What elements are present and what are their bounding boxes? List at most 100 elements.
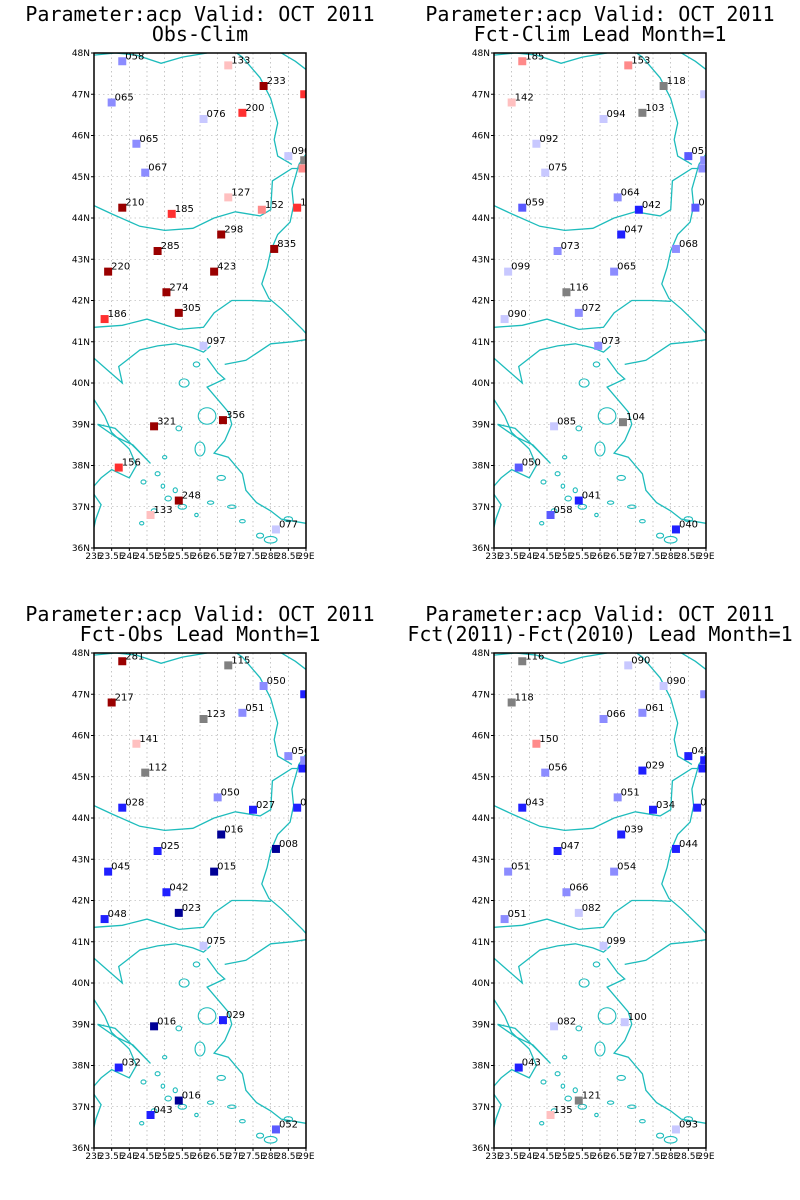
- lat-tick-label: 42N: [72, 297, 90, 307]
- station-value: 150: [539, 734, 558, 745]
- station-value: 133: [231, 55, 250, 66]
- station-marker: [199, 941, 208, 950]
- station-marker: [638, 108, 647, 117]
- lat-tick-label: 48N: [472, 49, 490, 59]
- lat-tick-label: 48N: [72, 49, 90, 59]
- station-marker: [107, 98, 116, 107]
- station-value: 141: [139, 734, 158, 745]
- station-value: 127: [231, 187, 250, 198]
- station-value: 016: [157, 1016, 176, 1027]
- island-outline: [539, 1121, 545, 1126]
- island-outline: [161, 455, 168, 460]
- island-outline: [639, 1118, 646, 1124]
- lat-tick-label: 44N: [72, 814, 90, 824]
- station-marker: [118, 203, 127, 212]
- panel-title: Parameter:acp Valid: OCT 2011: [425, 602, 775, 626]
- coastline: [680, 53, 706, 71]
- station-marker: [150, 1022, 159, 1031]
- station-marker: [553, 247, 562, 255]
- island-outline: [194, 1112, 199, 1118]
- coastline: [94, 653, 208, 664]
- island-outline: [564, 495, 572, 502]
- station-value: 040: [679, 519, 698, 530]
- lat-tick-label: 36N: [472, 544, 490, 554]
- coastline: [606, 357, 706, 524]
- island-outline: [592, 961, 601, 968]
- station-value: 097: [207, 336, 226, 347]
- island-outline: [239, 518, 246, 524]
- station-marker: [162, 888, 171, 897]
- lon-tick-label: 28.5E: [275, 552, 301, 562]
- map-plot: 185 1531180811421030940920510560620750640…: [472, 49, 726, 562]
- station-value: 065: [617, 262, 636, 273]
- station-value: 068: [679, 239, 698, 250]
- lon-tick-label: 23.5E: [499, 1152, 525, 1162]
- station-marker: [599, 115, 608, 123]
- island-outline: [561, 1055, 568, 1060]
- lat-tick-label: 37N: [472, 503, 490, 513]
- station-marker: [153, 847, 162, 855]
- station-value: 423: [217, 262, 236, 273]
- island-outline: [683, 1116, 694, 1123]
- island-outline: [554, 471, 561, 477]
- coastline: [94, 999, 138, 1087]
- station-value: 029: [226, 1010, 245, 1021]
- station-marker: [541, 768, 550, 777]
- lon-tick-label: 23E: [485, 1152, 502, 1162]
- station-value: 081: [707, 84, 726, 95]
- station-value: 112: [148, 763, 167, 774]
- lon-tick-label: 24E: [521, 552, 538, 562]
- lat-tick-label: 42N: [72, 897, 90, 907]
- coastline: [210, 53, 293, 165]
- station-marker: [518, 57, 527, 66]
- station-marker: [562, 888, 571, 897]
- station-value: 210: [125, 198, 144, 209]
- station-value: 044: [679, 839, 698, 850]
- station-value: 027: [256, 800, 275, 811]
- lat-tick-label: 46N: [72, 132, 90, 142]
- station-value: 058: [554, 505, 573, 516]
- coastline: [610, 653, 693, 765]
- lat-tick-label: 41N: [472, 338, 490, 348]
- lon-tick-label: 29E: [697, 552, 714, 562]
- station-value: 072: [707, 684, 726, 695]
- station-value: 054: [617, 862, 636, 873]
- station-marker: [249, 805, 257, 814]
- station-value: 055: [698, 198, 717, 209]
- station-marker: [259, 82, 268, 90]
- station-value: 099: [511, 262, 530, 273]
- station-marker: [293, 203, 302, 212]
- island-outline: [154, 1071, 161, 1077]
- station-marker: [271, 525, 280, 534]
- station-value: 118: [667, 76, 686, 87]
- island-outline: [283, 1116, 294, 1123]
- station-marker: [100, 315, 109, 324]
- island-outline: [561, 455, 568, 460]
- station-value: 103: [645, 103, 664, 114]
- station-marker: [132, 739, 141, 748]
- station-marker: [284, 152, 293, 161]
- station-value: 051: [508, 909, 527, 920]
- station-value: 090: [631, 655, 650, 666]
- coastline: [94, 767, 306, 832]
- station-marker: [562, 288, 571, 297]
- island-outline: [255, 532, 265, 539]
- island-outline: [172, 487, 178, 494]
- station-marker: [659, 82, 668, 90]
- lon-tick-label: 28.5E: [275, 1152, 301, 1162]
- station-value: 050: [267, 676, 286, 687]
- station-marker: [114, 463, 123, 472]
- station-marker: [224, 661, 233, 670]
- island-outline: [594, 1112, 599, 1118]
- station-marker: [613, 793, 622, 802]
- island-outline: [663, 535, 678, 544]
- station-value: 050: [221, 787, 240, 798]
- panel-title: Parameter:acp Valid: OCT 2011: [425, 2, 775, 26]
- coastline: [94, 343, 212, 385]
- station-marker: [574, 908, 583, 917]
- map-panel-fct-obs: Parameter:acp Valid: OCT 2011 Fct-Obs Le…: [0, 600, 400, 1200]
- island-outline: [539, 521, 545, 526]
- station-marker: [270, 244, 279, 253]
